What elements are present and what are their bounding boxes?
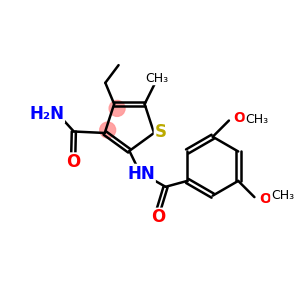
- Text: O: O: [151, 208, 165, 226]
- Text: S: S: [154, 123, 166, 141]
- Text: CH₃: CH₃: [245, 112, 268, 126]
- Text: O: O: [259, 193, 271, 206]
- Text: CH₃: CH₃: [145, 72, 168, 85]
- Text: H₂N: H₂N: [29, 104, 64, 122]
- Text: HN: HN: [127, 165, 155, 183]
- Text: O: O: [66, 153, 80, 171]
- Circle shape: [100, 122, 116, 138]
- Circle shape: [109, 100, 125, 116]
- Text: O: O: [233, 111, 245, 125]
- Text: CH₃: CH₃: [271, 189, 294, 202]
